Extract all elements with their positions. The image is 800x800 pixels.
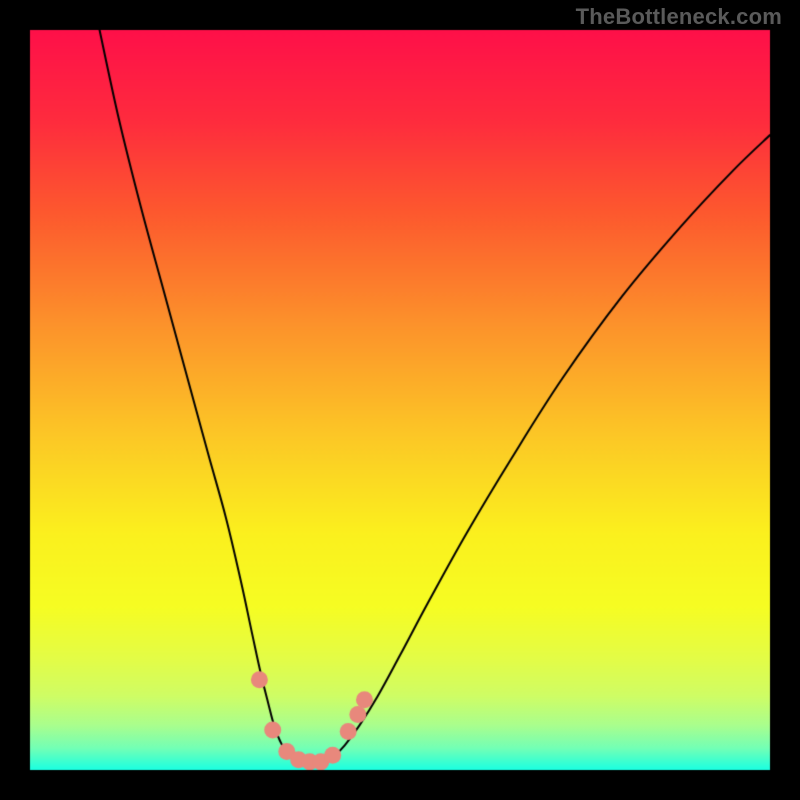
bottleneck-chart: TheBottleneck.com: [0, 0, 800, 800]
chart-canvas: [0, 0, 800, 800]
watermark-label: TheBottleneck.com: [576, 4, 782, 30]
